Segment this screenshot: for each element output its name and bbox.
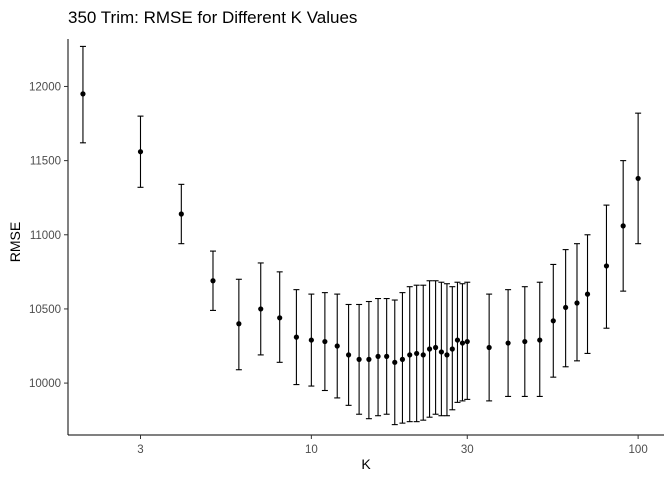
error-bar [443, 283, 450, 417]
data-point [464, 338, 470, 345]
y-tick-label: 12000 [29, 81, 61, 93]
data-point [454, 337, 461, 343]
data-point [334, 343, 340, 349]
data-point [426, 346, 433, 352]
y-tick-label: 11000 [30, 230, 61, 242]
data-point [563, 304, 569, 311]
data-point [420, 352, 426, 358]
data-point [308, 337, 314, 343]
data-point [236, 321, 242, 327]
data-point [277, 315, 283, 321]
plot-panel [79, 45, 642, 426]
y-tick-label: 11500 [30, 156, 61, 168]
data-point [584, 291, 591, 297]
data-point [210, 278, 216, 284]
x-axis-ticks: 3 10 30 100 [137, 435, 648, 456]
error-bars [79, 45, 642, 426]
data-point [356, 356, 362, 362]
error-bar [438, 281, 445, 417]
data-point [550, 318, 556, 324]
data-point [444, 352, 450, 358]
data-point [522, 338, 528, 345]
x-axis-title: K [361, 456, 371, 472]
data-point [459, 340, 466, 346]
x-tick-label: 3 [137, 444, 143, 456]
data-point [375, 353, 381, 359]
data-point [486, 344, 492, 351]
data-point [399, 356, 406, 362]
chart-title: 350 Trim: RMSE for Different K Values [68, 8, 357, 27]
data-point [505, 340, 511, 346]
data-point [258, 306, 264, 312]
data-point [293, 334, 300, 340]
data-point [137, 149, 144, 155]
data-point [345, 352, 352, 358]
y-axis-ticks: 10000 10500 11000 11500 12000 [29, 81, 68, 390]
data-point [366, 356, 372, 362]
data-point [574, 300, 580, 306]
data-point [178, 211, 184, 217]
data-points [80, 91, 641, 365]
data-point [603, 263, 610, 269]
data-point [432, 344, 439, 351]
data-point [438, 349, 444, 355]
data-point [449, 346, 455, 352]
y-tick-label: 10000 [29, 378, 61, 390]
y-tick-label: 10500 [29, 304, 61, 316]
data-point [384, 353, 390, 359]
data-point [80, 91, 86, 97]
x-tick-label: 100 [629, 444, 648, 456]
data-point [635, 175, 641, 182]
x-tick-label: 10 [305, 444, 318, 456]
data-point [537, 337, 543, 343]
x-tick-label: 30 [461, 444, 474, 456]
y-axis-title: RMSE [7, 222, 23, 262]
data-point [620, 223, 626, 229]
data-point [392, 359, 398, 365]
data-point [414, 350, 420, 357]
data-point [322, 338, 328, 345]
data-point [407, 352, 413, 358]
